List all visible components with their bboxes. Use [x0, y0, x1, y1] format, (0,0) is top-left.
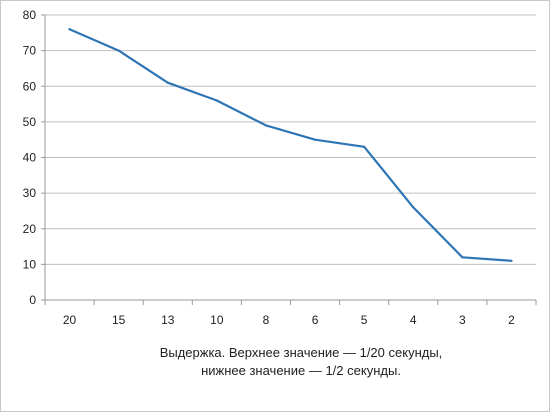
data-point: [363, 145, 366, 148]
data-point: [412, 206, 415, 209]
series-line: [68, 28, 513, 262]
x-tick-label: 8: [263, 313, 270, 327]
x-tick-label: 3: [459, 313, 466, 327]
y-tick-label: 60: [23, 79, 37, 93]
y-tick-label: 40: [23, 151, 37, 165]
x-tick-label: 5: [361, 313, 368, 327]
x-tick-label: 6: [312, 313, 319, 327]
y-tick-label: 30: [23, 186, 37, 200]
data-point: [461, 256, 464, 259]
x-axis-ticks: 20 15 13 10 8 6 5 4 3 2: [44, 300, 537, 327]
y-axis-ticks: 0 10 20 30 40 50 60 70 80: [23, 8, 45, 307]
x-axis-label-line-2: нижнее значение — 1/2 секунды.: [201, 363, 401, 378]
x-tick-label: 10: [210, 313, 224, 327]
y-tick-label: 70: [23, 44, 37, 58]
data-point: [68, 28, 71, 31]
x-tick-label: 2: [508, 313, 515, 327]
data-point: [215, 99, 218, 102]
x-tick-label: 20: [63, 313, 77, 327]
y-tick-label: 80: [23, 8, 37, 22]
gridlines: [45, 14, 536, 265]
data-point: [510, 259, 513, 262]
x-tick-label: 15: [112, 313, 126, 327]
series-group: [68, 28, 513, 262]
x-axis-label-line-1: Выдержка. Верхнее значение — 1/20 секунд…: [160, 345, 443, 360]
data-point: [117, 49, 120, 52]
x-tick-label: 13: [161, 313, 175, 327]
y-tick-label: 0: [29, 293, 36, 307]
data-point: [166, 81, 169, 84]
y-tick-label: 20: [23, 222, 37, 236]
data-point: [313, 138, 317, 141]
data-point: [264, 124, 268, 127]
y-tick-label: 10: [23, 257, 37, 271]
y-tick-label: 50: [23, 115, 37, 129]
x-tick-label: 4: [410, 313, 417, 327]
